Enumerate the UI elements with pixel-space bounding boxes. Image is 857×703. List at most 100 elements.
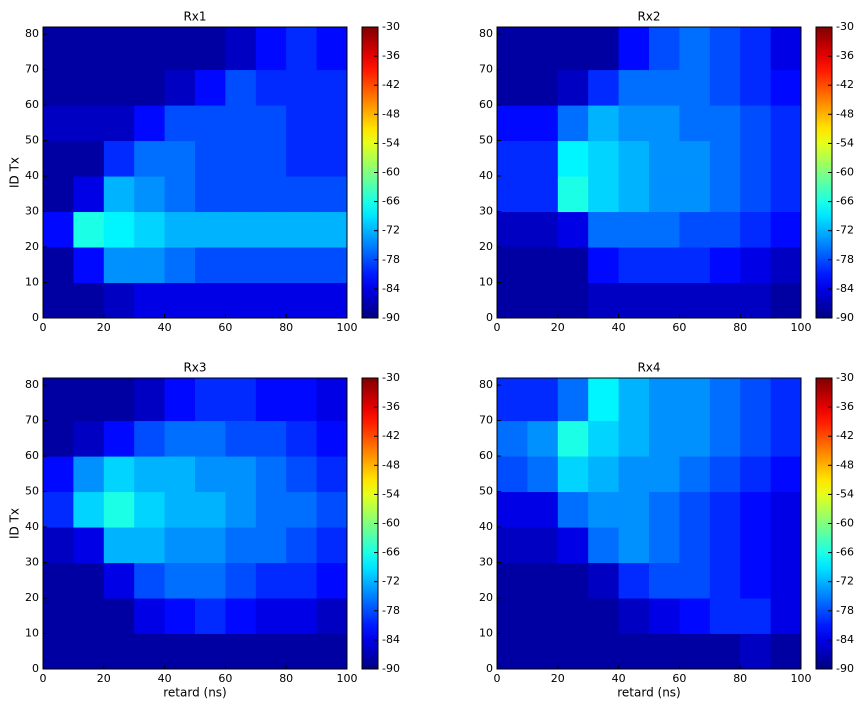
x-axis-label: retard (ns) xyxy=(163,686,227,700)
heatmap-cell xyxy=(649,491,680,528)
heatmap-cell xyxy=(43,456,74,493)
heatmap-cell xyxy=(618,282,650,319)
heatmap-cell xyxy=(618,176,650,213)
heatmap-cell xyxy=(588,562,620,599)
heatmap-cell xyxy=(43,633,74,670)
x-tick-label: 100 xyxy=(791,672,812,685)
colorbar-tick-label: -36 xyxy=(382,400,400,413)
y-tick-label: 0 xyxy=(486,311,493,324)
heatmap-cell xyxy=(134,247,166,284)
heatmap-cell xyxy=(679,378,711,422)
heatmap-cell xyxy=(649,562,680,599)
heatmap-cell xyxy=(527,420,559,457)
colorbar-tick-label: -60 xyxy=(382,166,400,179)
heatmap-cell xyxy=(527,456,559,493)
heatmap-cell xyxy=(770,69,802,106)
heatmap-cell xyxy=(103,27,135,71)
heatmap-cell xyxy=(557,562,589,599)
heatmap-cell xyxy=(527,69,559,106)
y-axis-label: ID Tx xyxy=(8,157,22,188)
heatmap-cell xyxy=(649,378,680,422)
plot-frame xyxy=(496,377,802,670)
heatmap-cell xyxy=(588,378,620,422)
heatmap-cell xyxy=(770,247,802,284)
heatmap-cell xyxy=(255,27,287,71)
heatmap-cell xyxy=(709,282,741,319)
heatmap-cell xyxy=(557,27,589,71)
heatmap-cell xyxy=(618,562,650,599)
heatmap-cell xyxy=(316,562,348,599)
y-tick-label: 50 xyxy=(25,134,39,147)
heatmap-cell xyxy=(497,247,528,284)
heatmap-cell xyxy=(103,105,135,142)
heatmap-cell xyxy=(527,282,559,319)
heatmap-cell xyxy=(255,247,287,284)
y-tick-label: 40 xyxy=(479,169,493,182)
heatmap-cell xyxy=(740,598,772,635)
heatmap-cell xyxy=(770,598,802,635)
heatmap-cell xyxy=(679,69,711,106)
heatmap-cell xyxy=(618,27,650,71)
heatmap-cell xyxy=(709,633,741,670)
y-tick-label: 60 xyxy=(479,98,493,111)
heatmap-cell xyxy=(557,105,589,142)
heatmap-cell xyxy=(134,69,166,106)
heatmap-cell xyxy=(740,282,772,319)
heatmap-cell xyxy=(618,420,650,457)
heatmap-cell xyxy=(588,598,620,635)
heatmap-cell xyxy=(709,176,741,213)
heatmap-cell xyxy=(164,69,196,106)
heatmap-cell xyxy=(195,420,226,457)
heatmap-cell xyxy=(649,282,680,319)
heatmap-cell xyxy=(195,633,226,670)
heatmap-cell xyxy=(770,105,802,142)
heatmap-cell xyxy=(770,140,802,177)
heatmap-cell xyxy=(164,247,196,284)
heatmap-cell xyxy=(103,562,135,599)
heatmap-cell xyxy=(316,527,348,564)
heatmap-cell xyxy=(73,282,105,319)
y-tick-label: 50 xyxy=(479,485,493,498)
heatmap-cell xyxy=(286,27,318,71)
heatmap-cell xyxy=(740,105,772,142)
y-tick-label: 40 xyxy=(479,520,493,533)
x-tick-label: 100 xyxy=(337,321,358,334)
colorbar-tick-label: -78 xyxy=(836,253,854,266)
heatmap-cell xyxy=(134,378,166,422)
heatmap-cell xyxy=(709,105,741,142)
colorbar-tick-label: -72 xyxy=(382,575,400,588)
heatmap-cell xyxy=(497,527,528,564)
heatmap-cell xyxy=(255,633,287,670)
heatmap-cell xyxy=(740,247,772,284)
heatmap-cell xyxy=(73,247,105,284)
colorbar-tick-label: -90 xyxy=(836,662,854,675)
y-tick-label: 0 xyxy=(32,662,39,675)
heatmap-cell xyxy=(709,562,741,599)
heatmap-cell xyxy=(134,491,166,528)
heatmap-cell xyxy=(740,69,772,106)
heatmap-cell xyxy=(43,247,74,284)
heatmap-cell xyxy=(286,176,318,213)
heatmap-cell xyxy=(43,176,74,213)
colorbar-tick-label: -48 xyxy=(382,107,400,120)
heatmap-cell xyxy=(286,105,318,142)
heatmap-cell xyxy=(134,176,166,213)
heatmap-cell xyxy=(618,378,650,422)
colorbar-tick-label: -54 xyxy=(382,487,400,500)
heatmap-cell xyxy=(286,633,318,670)
heatmap-cell xyxy=(103,527,135,564)
heatmap-cell xyxy=(679,282,711,319)
colorbar-tick-label: -84 xyxy=(382,282,400,295)
y-tick-label: 80 xyxy=(25,378,39,391)
heatmap-cell xyxy=(588,140,620,177)
heatmap-cell xyxy=(618,69,650,106)
colorbar-tick-label: -54 xyxy=(382,136,400,149)
colorbar-tick-label: -36 xyxy=(836,400,854,413)
heatmap-cell xyxy=(43,491,74,528)
x-tick-label: 0 xyxy=(40,672,47,685)
colorbar-tick-label: -42 xyxy=(382,78,400,91)
heatmap-cell xyxy=(527,211,559,248)
heatmap-cell xyxy=(649,598,680,635)
heatmap-cell xyxy=(588,247,620,284)
